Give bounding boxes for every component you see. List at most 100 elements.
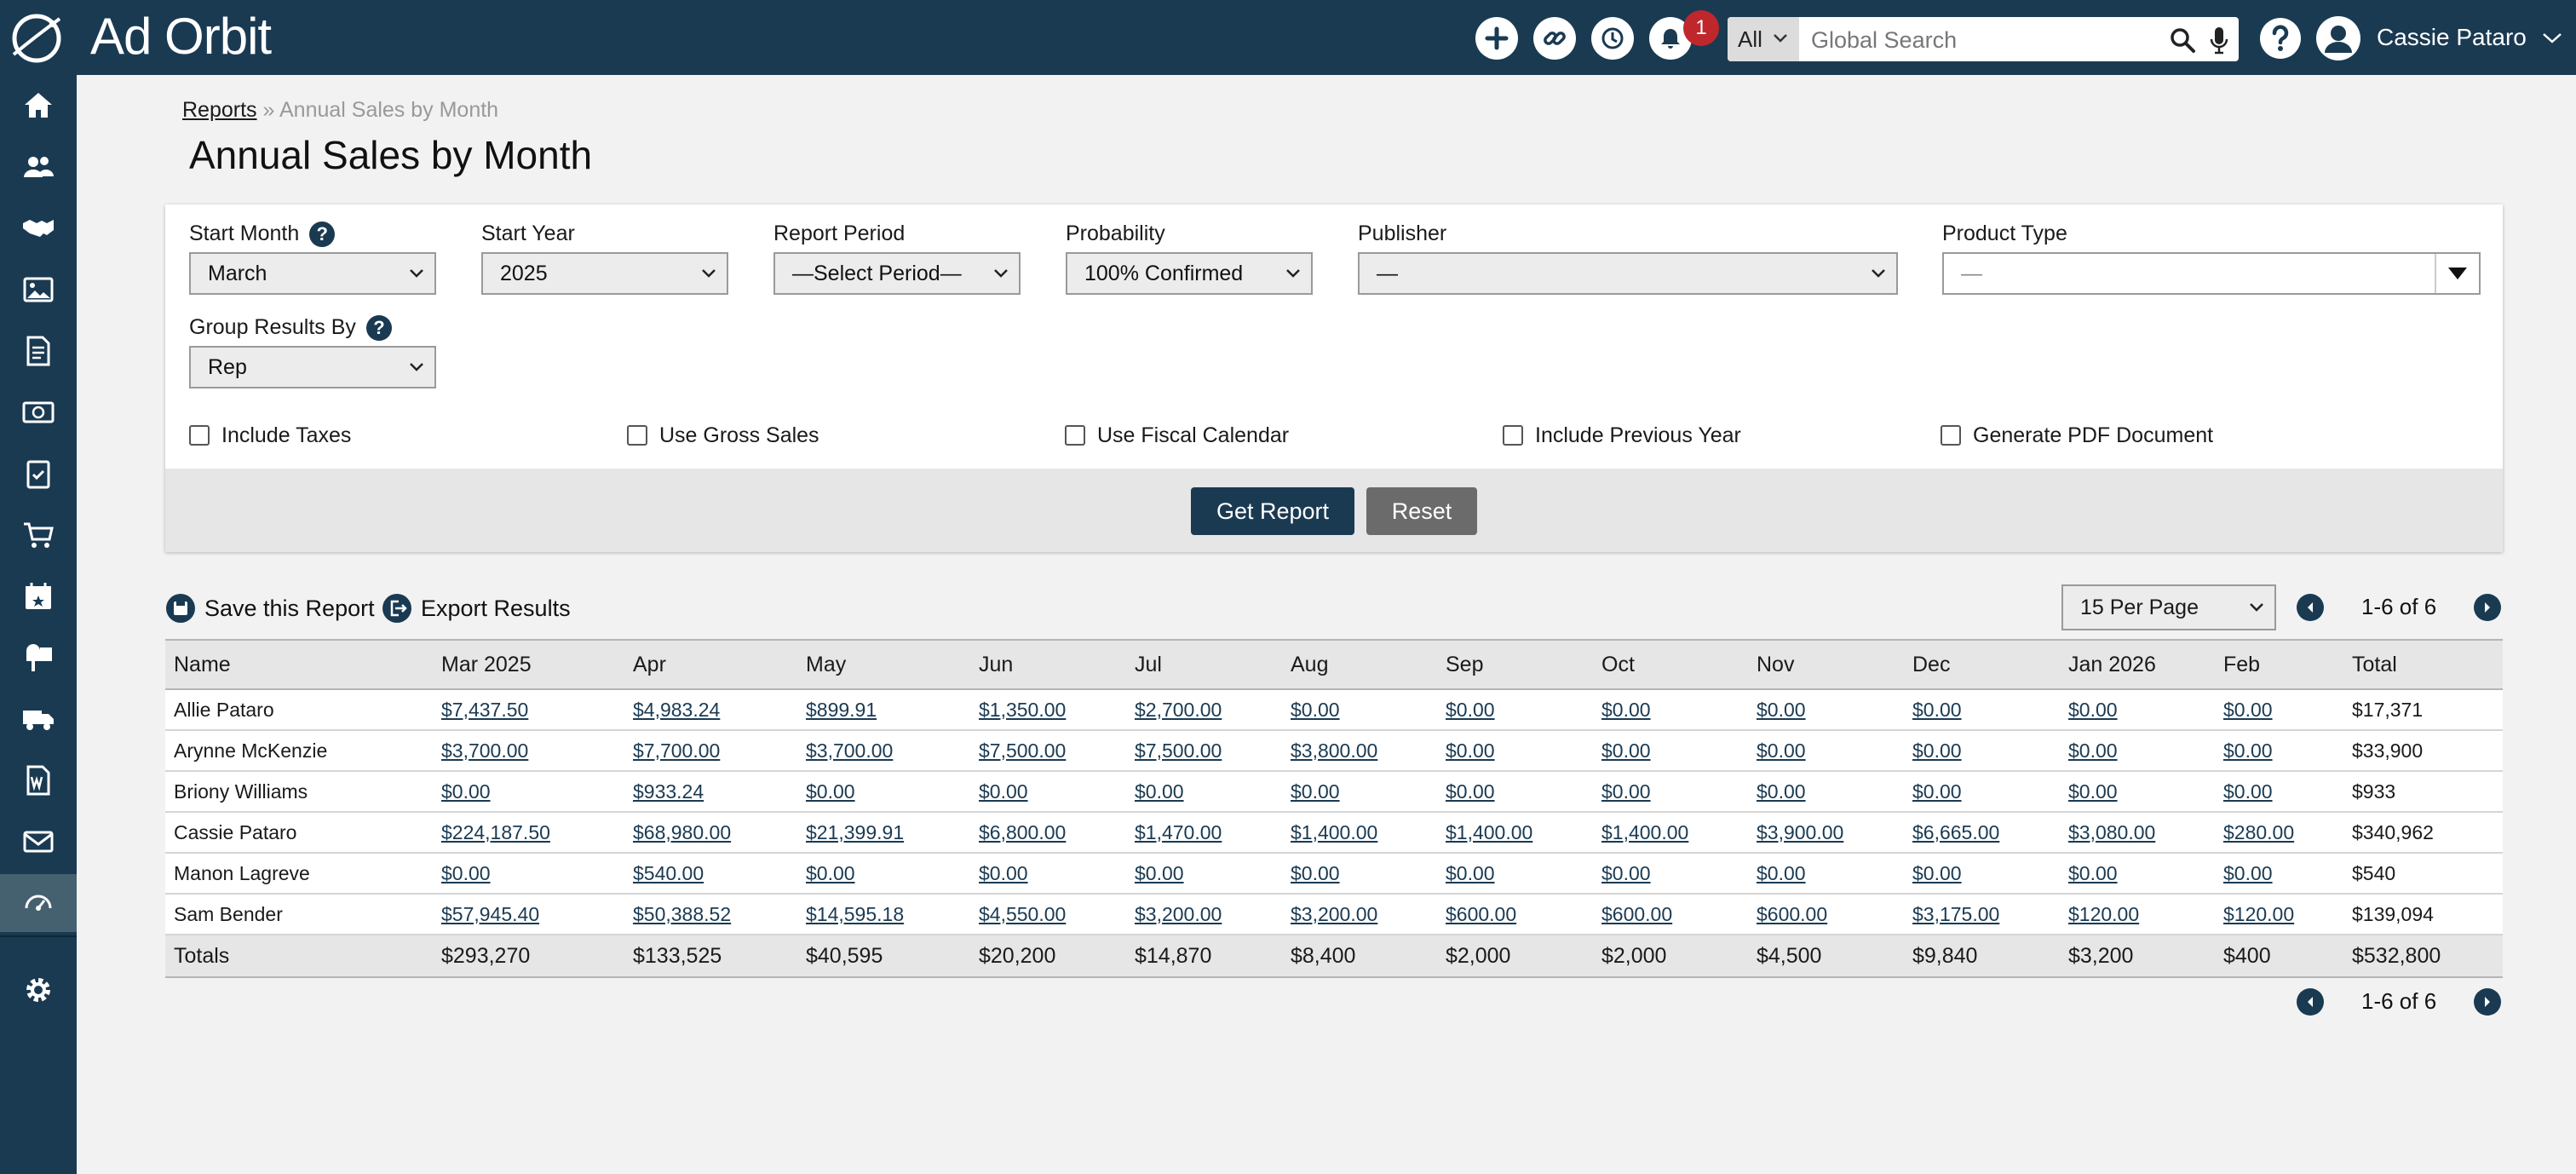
notification-bell-icon[interactable] <box>1649 17 1692 60</box>
column-header[interactable]: Jun <box>970 639 1126 690</box>
prev-page-button[interactable] <box>2297 594 2324 621</box>
amount-link[interactable]: $0.00 <box>2223 780 2273 803</box>
amount-link[interactable]: $0.00 <box>806 861 855 884</box>
product-type-combobox[interactable]: — <box>1942 252 2481 295</box>
checkbox-box[interactable] <box>1503 425 1523 446</box>
amount-link[interactable]: $0.00 <box>1601 861 1651 884</box>
link-icon[interactable] <box>1533 17 1576 60</box>
amount-link[interactable]: $0.00 <box>1757 698 1806 721</box>
amount-link[interactable]: $1,400.00 <box>1601 820 1689 843</box>
generate-pdf-checkbox[interactable]: Generate PDF Document <box>1941 421 2213 450</box>
column-header[interactable]: Apr <box>624 639 797 690</box>
amount-link[interactable]: $0.00 <box>1446 698 1495 721</box>
amount-link[interactable]: $14,595.18 <box>806 902 905 925</box>
amount-link[interactable]: $0.00 <box>2223 739 2273 762</box>
amount-link[interactable]: $0.00 <box>2068 698 2118 721</box>
column-header[interactable]: Oct <box>1593 639 1748 690</box>
column-header[interactable]: Mar 2025 <box>433 639 624 690</box>
amount-link[interactable]: $1,400.00 <box>1446 820 1533 843</box>
search-icon[interactable] <box>2169 26 2196 54</box>
amount-link[interactable]: $0.00 <box>979 861 1028 884</box>
amount-link[interactable]: $224,187.50 <box>441 820 550 843</box>
amount-link[interactable]: $3,200.00 <box>1291 902 1378 925</box>
brand-name[interactable]: Ad Orbit <box>90 8 272 65</box>
amount-link[interactable]: $57,945.40 <box>441 902 540 925</box>
amount-link[interactable]: $0.00 <box>1601 739 1651 762</box>
column-header[interactable]: Nov <box>1748 639 1904 690</box>
checkbox-box[interactable] <box>1941 425 1961 446</box>
amount-link[interactable]: $3,800.00 <box>1291 739 1378 762</box>
amount-link[interactable]: $0.00 <box>1757 861 1806 884</box>
next-page-button[interactable] <box>2474 594 2501 621</box>
history-icon[interactable] <box>1591 17 1634 60</box>
breadcrumb-link-reports[interactable]: Reports <box>182 98 257 122</box>
column-header[interactable]: Dec <box>1904 639 2060 690</box>
amount-link[interactable]: $7,500.00 <box>1135 739 1222 762</box>
amount-link[interactable]: $3,080.00 <box>2068 820 2156 843</box>
amount-link[interactable]: $0.00 <box>1291 861 1340 884</box>
checkbox-box[interactable] <box>189 425 210 446</box>
amount-link[interactable]: $1,470.00 <box>1135 820 1222 843</box>
checkbox-box[interactable] <box>1065 425 1085 446</box>
include-previous-year-checkbox[interactable]: Include Previous Year <box>1503 421 1741 450</box>
help-circle-icon[interactable]: ? <box>365 315 392 342</box>
search-scope-select[interactable]: All <box>1728 17 1799 61</box>
group-by-select[interactable]: Rep <box>189 346 436 388</box>
avatar[interactable] <box>2315 15 2361 61</box>
help-circle-icon[interactable]: ? <box>309 222 336 248</box>
sidebar-item-mailbox[interactable] <box>0 629 77 687</box>
amount-link[interactable]: $6,665.00 <box>1912 820 2000 843</box>
amount-link[interactable]: $600.00 <box>1446 902 1517 925</box>
amount-link[interactable]: $0.00 <box>1912 739 1962 762</box>
publisher-select[interactable]: — <box>1358 252 1898 295</box>
checkbox-box[interactable] <box>627 425 647 446</box>
use-fiscal-calendar-checkbox[interactable]: Use Fiscal Calendar <box>1065 421 1289 450</box>
sidebar-item-contacts[interactable] <box>0 138 77 196</box>
amount-link[interactable]: $0.00 <box>1912 780 1962 803</box>
column-header[interactable]: Total <box>2343 639 2503 690</box>
amount-link[interactable]: $3,700.00 <box>441 739 529 762</box>
microphone-icon[interactable] <box>2208 26 2230 55</box>
column-header[interactable]: Aug <box>1282 639 1437 690</box>
save-report-link[interactable]: Save this Report <box>165 591 375 625</box>
add-icon[interactable] <box>1475 17 1518 60</box>
column-header[interactable]: Jan 2026 <box>2060 639 2215 690</box>
amount-link[interactable]: $2,700.00 <box>1135 698 1222 721</box>
amount-link[interactable]: $0.00 <box>1446 780 1495 803</box>
amount-link[interactable]: $21,399.91 <box>806 820 905 843</box>
amount-link[interactable]: $0.00 <box>1135 780 1184 803</box>
prev-page-button-bottom[interactable] <box>2297 988 2324 1016</box>
sidebar-item-tasks[interactable] <box>0 445 77 503</box>
search-input[interactable] <box>1809 17 2153 61</box>
column-header[interactable]: Name <box>165 639 433 690</box>
per-page-select[interactable]: 15 Per Page <box>2061 584 2276 630</box>
amount-link[interactable]: $7,700.00 <box>633 739 721 762</box>
amount-link[interactable]: $120.00 <box>2223 902 2295 925</box>
next-page-button-bottom[interactable] <box>2474 988 2501 1016</box>
amount-link[interactable]: $7,437.50 <box>441 698 529 721</box>
amount-link[interactable]: $0.00 <box>1446 861 1495 884</box>
amount-link[interactable]: $3,900.00 <box>1757 820 1844 843</box>
amount-link[interactable]: $0.00 <box>1135 861 1184 884</box>
sidebar-item-reports[interactable] <box>0 322 77 380</box>
amount-link[interactable]: $0.00 <box>1291 780 1340 803</box>
column-header[interactable]: May <box>797 639 970 690</box>
column-header[interactable]: Sep <box>1437 639 1593 690</box>
get-report-button[interactable]: Get Report <box>1191 487 1354 535</box>
report-period-select[interactable]: —Select Period— <box>773 252 1021 295</box>
sidebar-item-finance[interactable] <box>0 383 77 441</box>
amount-link[interactable]: $3,700.00 <box>806 739 894 762</box>
orbit-logo-icon[interactable] <box>9 12 65 65</box>
sidebar-item-deals[interactable] <box>0 199 77 257</box>
sidebar-item-delivery[interactable] <box>0 690 77 748</box>
use-gross-sales-checkbox[interactable]: Use Gross Sales <box>627 421 819 450</box>
help-icon[interactable] <box>2259 17 2302 60</box>
amount-link[interactable]: $0.00 <box>441 780 491 803</box>
amount-link[interactable]: $7,500.00 <box>979 739 1067 762</box>
amount-link[interactable]: $0.00 <box>2223 861 2273 884</box>
amount-link[interactable]: $280.00 <box>2223 820 2295 843</box>
amount-link[interactable]: $3,175.00 <box>1912 902 2000 925</box>
amount-link[interactable]: $0.00 <box>441 861 491 884</box>
sidebar-item-home[interactable] <box>0 77 77 135</box>
amount-link[interactable]: $0.00 <box>2068 739 2118 762</box>
